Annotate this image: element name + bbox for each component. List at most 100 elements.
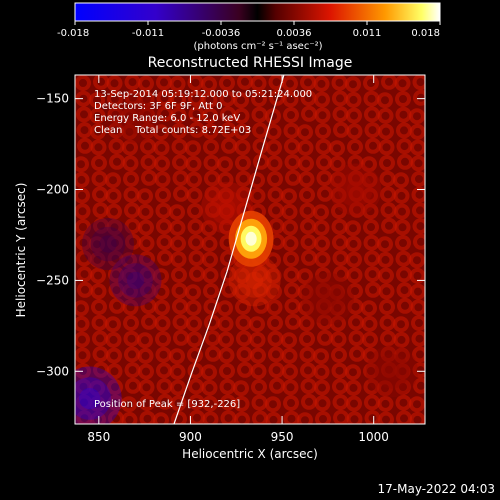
heatmap-texture-ring bbox=[297, 124, 313, 141]
heatmap-texture-ring bbox=[186, 315, 202, 332]
heatmap-texture-ring bbox=[75, 219, 91, 235]
heatmap-texture-ring bbox=[142, 428, 154, 440]
heatmap-texture-ring bbox=[90, 123, 106, 140]
heatmap-texture-ring bbox=[329, 155, 346, 172]
heatmap-texture-ring bbox=[187, 203, 203, 219]
heatmap-texture-ring bbox=[428, 78, 440, 90]
heatmap-texture-ring bbox=[329, 284, 345, 301]
heatmap-texture-ring bbox=[361, 171, 378, 188]
heatmap-texture-ring bbox=[233, 380, 249, 397]
heatmap-texture-ring bbox=[394, 363, 411, 380]
heatmap-texture-ring bbox=[202, 123, 219, 140]
y-axis-title: Heliocentric Y (arcsec) bbox=[14, 183, 28, 318]
heatmap-positive-region bbox=[245, 271, 264, 290]
heatmap-texture-ring bbox=[153, 412, 169, 424]
heatmap-texture-ring bbox=[345, 91, 362, 108]
heatmap-positive-region bbox=[366, 345, 419, 398]
heatmap-texture-ring bbox=[265, 396, 281, 413]
heatmap-texture-ring bbox=[89, 395, 106, 412]
heatmap-texture-ring bbox=[107, 235, 123, 251]
heatmap-texture-ring bbox=[346, 411, 363, 424]
heatmap-texture-ring bbox=[91, 299, 107, 315]
heatmap-texture-ring bbox=[427, 334, 439, 346]
heatmap-texture-ring bbox=[250, 347, 266, 364]
heatmap-texture-ring bbox=[331, 347, 347, 363]
heatmap-texture-ring bbox=[202, 107, 218, 124]
heatmap-texture-ring bbox=[412, 75, 425, 91]
heatmap-texture-ring bbox=[345, 76, 361, 93]
x-axis-title: Heliocentric X (arcsec) bbox=[182, 447, 318, 461]
heatmap-texture-ring bbox=[345, 364, 361, 381]
heatmap-texture-ring bbox=[409, 411, 425, 424]
heatmap-texture-ring bbox=[298, 315, 315, 332]
heatmap-texture-ring bbox=[410, 139, 425, 156]
heatmap-texture-ring bbox=[412, 346, 425, 363]
heatmap-texture-ring bbox=[169, 363, 186, 380]
heatmap-texture-ring bbox=[233, 92, 249, 109]
heatmap-texture-ring bbox=[89, 107, 106, 124]
heatmap-texture-ring bbox=[89, 380, 105, 397]
heatmap-texture-ring bbox=[75, 347, 91, 364]
footer-timestamp: 17-May-2022 04:03 bbox=[378, 482, 495, 496]
heatmap-texture-ring bbox=[235, 299, 251, 315]
heatmap-texture-ring bbox=[205, 429, 217, 441]
heatmap-texture-ring bbox=[394, 347, 410, 364]
y-tick-label: −300 bbox=[36, 364, 69, 378]
heatmap-texture-ring bbox=[170, 251, 187, 268]
heatmap-texture-ring bbox=[138, 235, 155, 252]
heatmap-positive-region bbox=[209, 190, 245, 226]
heatmap-texture-ring bbox=[313, 204, 329, 221]
heatmap-texture-ring bbox=[331, 430, 343, 442]
heatmap-texture-ring bbox=[155, 331, 171, 347]
heatmap-texture-ring bbox=[429, 381, 441, 393]
heatmap-texture-ring bbox=[105, 172, 121, 189]
heatmap-texture-ring bbox=[187, 347, 203, 363]
heatmap-texture-ring bbox=[170, 379, 186, 396]
heatmap-texture-ring bbox=[154, 155, 170, 172]
heatmap-texture-ring bbox=[250, 75, 267, 92]
heatmap-texture-ring bbox=[139, 107, 155, 123]
heatmap-texture-ring bbox=[282, 75, 298, 92]
heatmap-texture-ring bbox=[90, 267, 106, 284]
heatmap-texture-ring bbox=[315, 123, 331, 139]
heatmap-texture-ring bbox=[413, 233, 425, 250]
heatmap-texture-ring bbox=[106, 363, 123, 380]
heatmap-texture-ring bbox=[362, 187, 378, 204]
heatmap-texture-ring bbox=[282, 219, 298, 236]
heatmap-texture-ring bbox=[345, 235, 362, 252]
heatmap-texture-ring bbox=[235, 155, 251, 171]
peak-source bbox=[245, 231, 257, 246]
heatmap-texture-ring bbox=[201, 220, 217, 237]
heatmap-texture-ring bbox=[361, 300, 377, 317]
x-tick-label: 950 bbox=[271, 430, 294, 444]
heatmap-texture-ring bbox=[281, 347, 298, 364]
heatmap-texture-ring bbox=[138, 363, 154, 380]
heatmap-texture-ring bbox=[395, 379, 411, 395]
colorbar-unit: (photons cm⁻² s⁻¹ asec⁻²) bbox=[193, 41, 322, 52]
colorbar-ticks: -0.018 -0.011 -0.0036 0.0036 0.011 0.018 bbox=[57, 21, 441, 39]
heatmap-texture-ring bbox=[379, 155, 395, 171]
heatmap-texture-ring bbox=[362, 203, 379, 220]
heatmap-texture-ring bbox=[75, 300, 89, 317]
heatmap-texture-ring bbox=[217, 300, 233, 317]
heatmap-positive-region bbox=[346, 180, 365, 199]
heatmap-negative-region bbox=[99, 235, 117, 253]
heatmap-texture-ring bbox=[249, 187, 266, 204]
annotation-block: 13-Sep-2014 05:19:12.000 to 05:21:24.000… bbox=[94, 89, 312, 136]
heatmap-texture-ring bbox=[90, 411, 106, 424]
heatmap-texture-ring bbox=[346, 123, 363, 140]
heatmap-texture-ring bbox=[219, 75, 235, 91]
heatmap-texture-ring bbox=[377, 92, 393, 109]
heatmap-texture-ring bbox=[377, 395, 394, 412]
heatmap-texture-ring bbox=[428, 206, 440, 218]
colorbar-tick-label: 0.018 bbox=[411, 28, 440, 39]
heatmap-texture-ring bbox=[282, 363, 298, 380]
heatmap-texture-ring bbox=[169, 204, 185, 221]
heatmap-texture-ring bbox=[282, 91, 299, 108]
heatmap-texture-ring bbox=[153, 139, 170, 156]
heatmap-texture-ring bbox=[169, 348, 185, 365]
heatmap-texture-ring bbox=[361, 156, 377, 173]
heatmap-texture-ring bbox=[429, 93, 441, 105]
heatmap-texture-ring bbox=[171, 411, 187, 424]
heatmap-texture-ring bbox=[153, 268, 169, 285]
